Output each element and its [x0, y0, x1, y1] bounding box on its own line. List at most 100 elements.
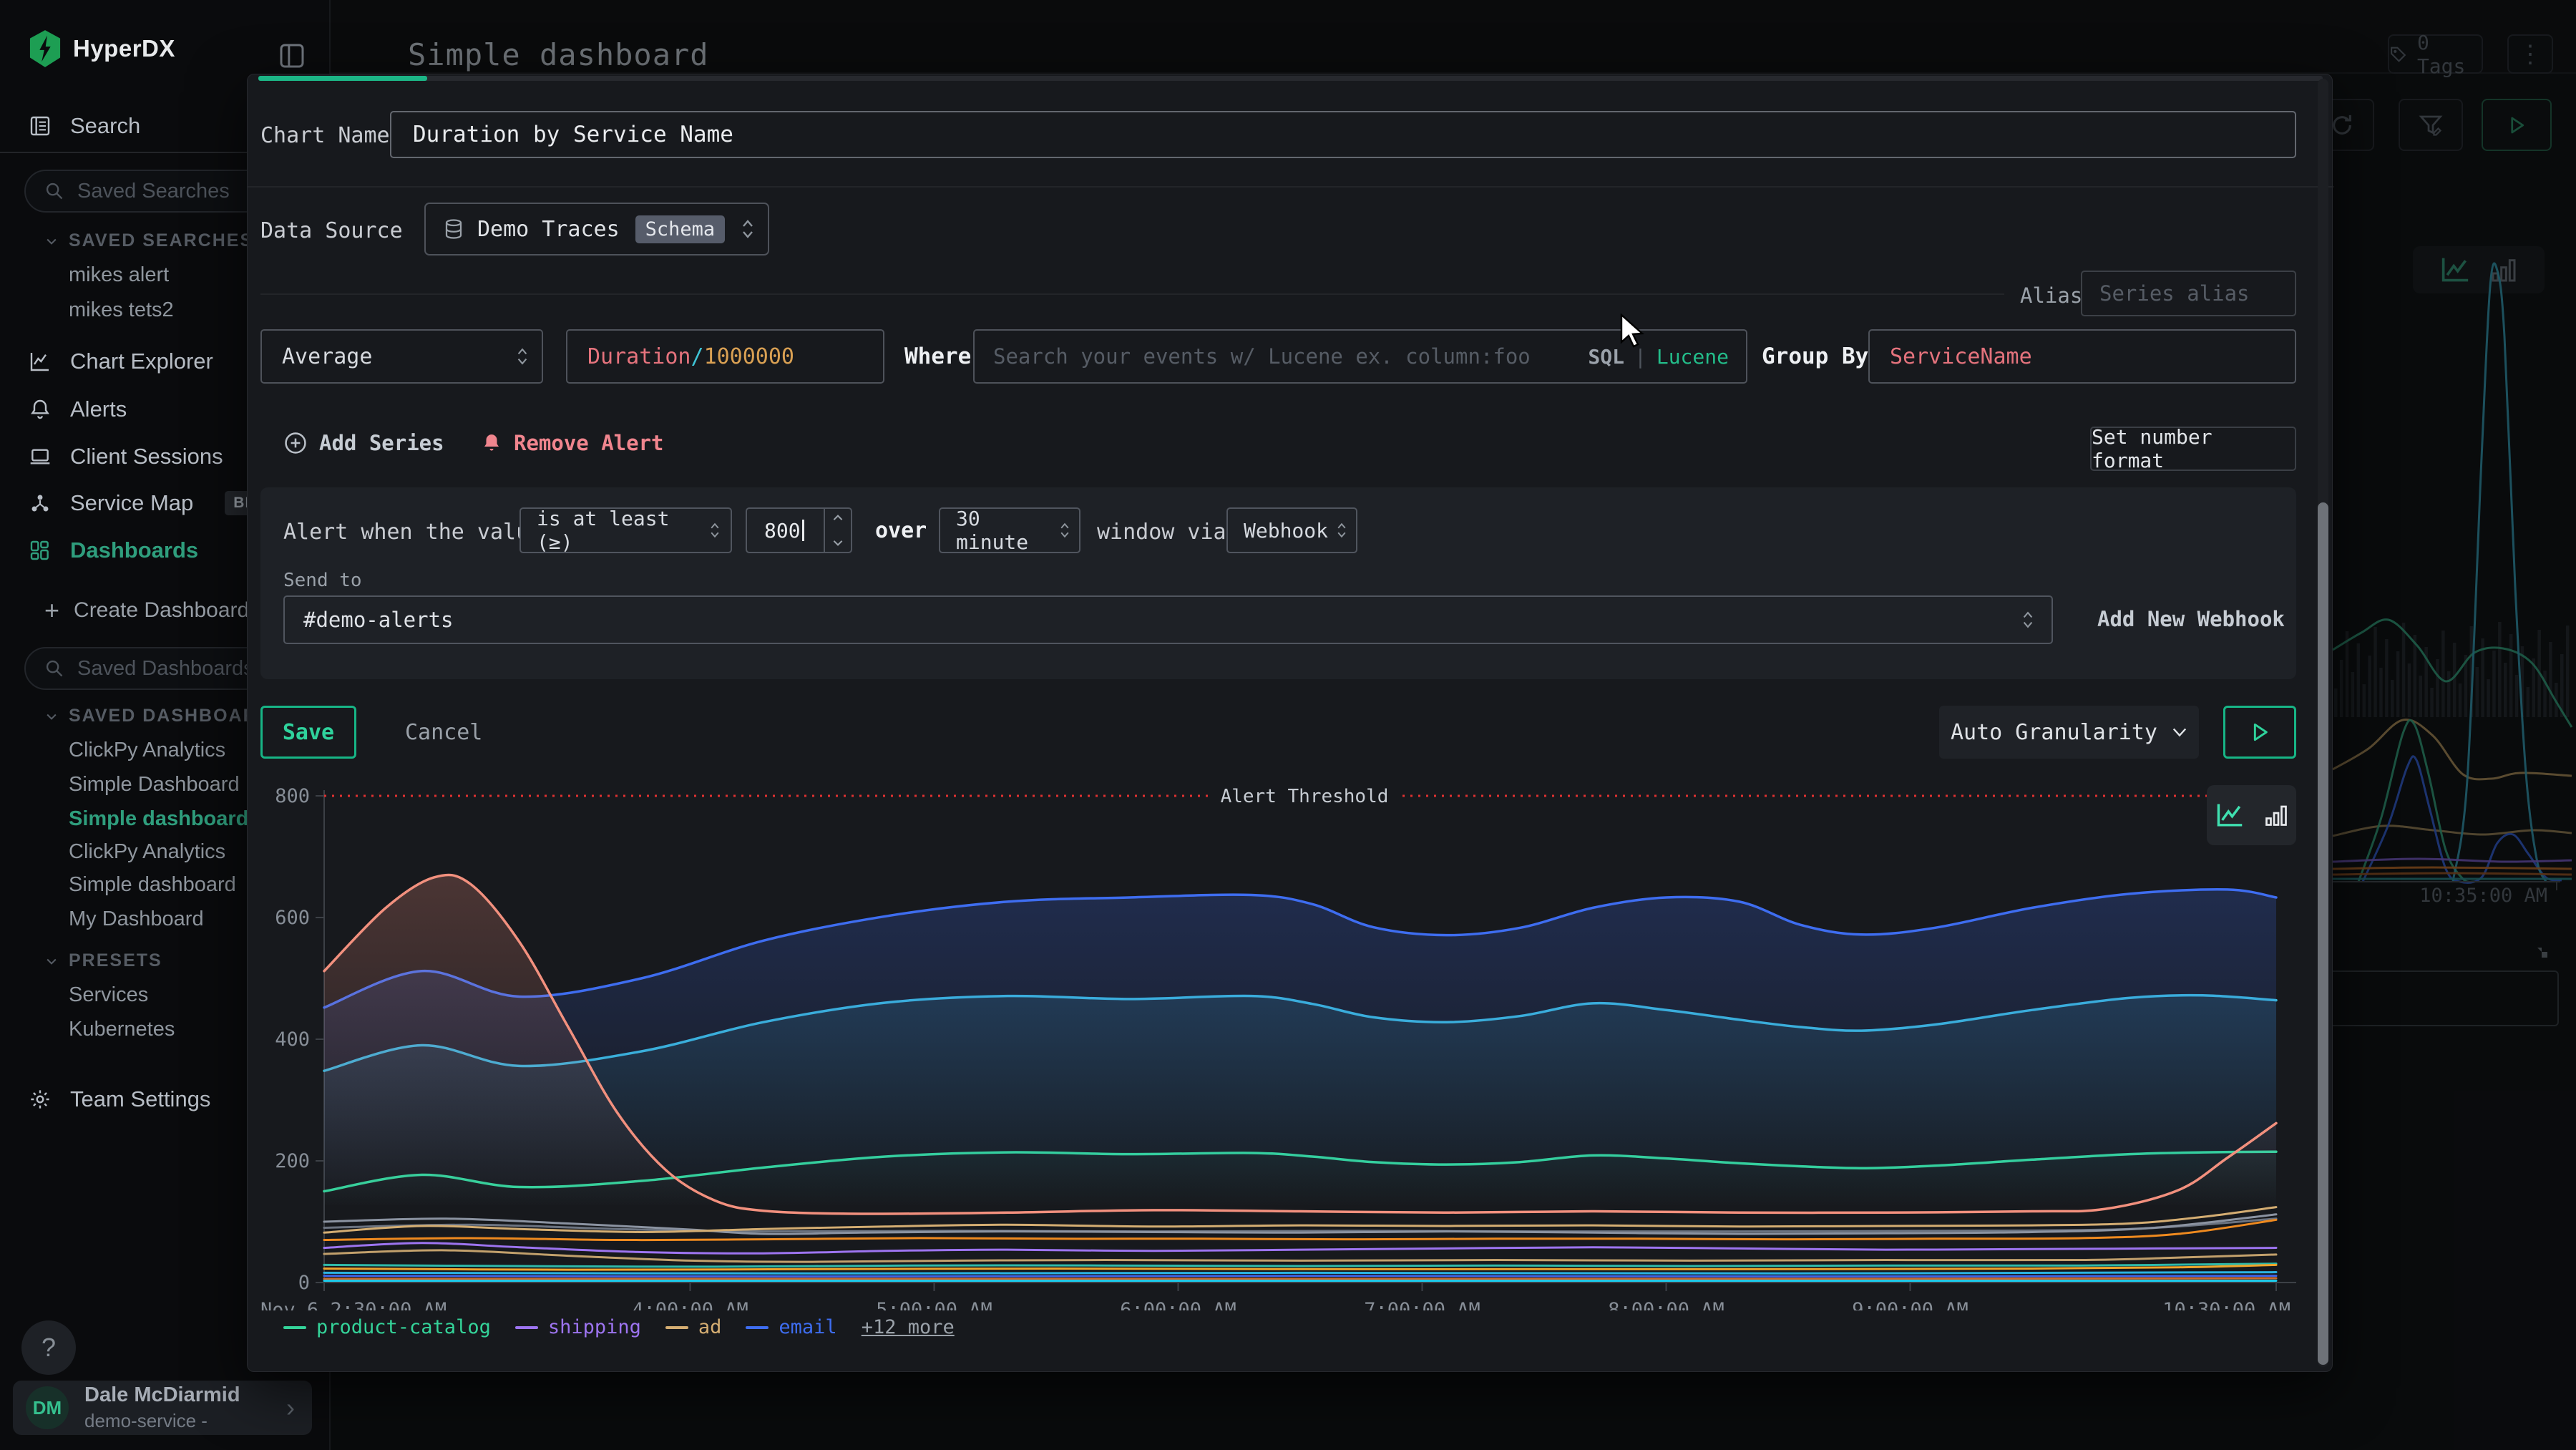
- saved-dashboard-item[interactable]: Simple Dashboard: [69, 773, 240, 797]
- scrollbar-thumb[interactable]: [2318, 502, 2328, 1365]
- field-expression-input[interactable]: Duration/1000000: [566, 329, 884, 384]
- svg-text:800: 800: [275, 785, 310, 807]
- aggregation-select[interactable]: Average: [260, 329, 543, 384]
- line-chart-icon[interactable]: [2215, 802, 2245, 829]
- alert-window-via-label: window via: [1097, 520, 1226, 545]
- field-operator: /: [691, 344, 704, 369]
- send-to-select[interactable]: #demo-alerts: [283, 595, 2053, 644]
- hyperdx-logo-icon: [29, 30, 62, 67]
- saved-dashboard-item[interactable]: Simple dashboard: [69, 873, 236, 897]
- user-card[interactable]: DM Dale McDiarmid demo-service - ›: [13, 1381, 312, 1435]
- number-stepper[interactable]: [824, 509, 851, 552]
- sidebar-item-search[interactable]: Search: [29, 113, 140, 139]
- stepper-up-icon[interactable]: [832, 513, 844, 522]
- where-placeholder: Search your events w/ Lucene ex. column:…: [993, 344, 1531, 369]
- preset-item[interactable]: Services: [69, 983, 148, 1007]
- tab-active-indicator[interactable]: [258, 76, 427, 81]
- chart-name-label: Chart Name: [260, 123, 390, 148]
- svg-text:5:00:00 AM: 5:00:00 AM: [876, 1299, 992, 1310]
- alert-condition-select[interactable]: is at least (≥): [519, 507, 732, 553]
- chevron-updown-icon: [2021, 609, 2034, 631]
- svg-text:400: 400: [275, 1028, 310, 1051]
- app-root: Simple dashboard 0 Tags ⋮ 10:35:00 AM Hy…: [0, 0, 2576, 1450]
- chart-legend: product-catalog shipping ad email +12 mo…: [283, 1316, 955, 1338]
- legend-swatch: [746, 1326, 769, 1329]
- add-series-button[interactable]: Add Series: [283, 431, 444, 455]
- svg-text:200: 200: [275, 1150, 310, 1172]
- send-to-label: Send to: [283, 570, 362, 591]
- legend-item[interactable]: shipping: [515, 1316, 641, 1338]
- mouse-cursor: [1619, 313, 1650, 351]
- schema-badge: Schema: [635, 215, 726, 243]
- field-divisor: 1000000: [704, 344, 794, 369]
- saved-dashboard-item-active[interactable]: Simple dashboard: [69, 807, 248, 831]
- cancel-button[interactable]: Cancel: [405, 720, 482, 745]
- saved-search-item[interactable]: mikes alert: [69, 263, 169, 287]
- legend-item[interactable]: ad: [665, 1316, 722, 1338]
- remove-alert-button[interactable]: Remove Alert: [481, 431, 664, 455]
- svg-text:10:30:00 AM: 10:30:00 AM: [2162, 1299, 2290, 1310]
- legend-more-button[interactable]: +12 more: [862, 1316, 955, 1338]
- chart-explorer-icon: [29, 350, 52, 373]
- save-button[interactable]: Save: [260, 706, 356, 759]
- saved-dashboard-item[interactable]: ClickPy Analytics: [69, 739, 225, 762]
- sidebar-item-chart-explorer[interactable]: Chart Explorer: [29, 349, 213, 374]
- legend-swatch: [283, 1326, 306, 1329]
- svg-text:8:00:00 AM: 8:00:00 AM: [1608, 1299, 1724, 1310]
- modal-scrollbar[interactable]: [2318, 79, 2328, 1367]
- chevron-down-icon: [2172, 726, 2187, 738]
- sidebar-item-dashboards[interactable]: Dashboards: [29, 537, 198, 563]
- set-number-format-button[interactable]: Set number format: [2090, 427, 2296, 471]
- sidebar-collapse-icon[interactable]: [278, 42, 306, 70]
- granularity-select[interactable]: Auto Granularity: [1939, 706, 2199, 759]
- dashboards-icon: [29, 539, 52, 562]
- saved-search-item[interactable]: mikes tets2: [69, 298, 174, 322]
- alert-threshold-input[interactable]: 800: [746, 507, 852, 553]
- sidebar-item-client-sessions[interactable]: Client Sessions: [29, 444, 223, 469]
- saved-dashboard-item[interactable]: ClickPy Analytics: [69, 840, 225, 864]
- legend-item[interactable]: product-catalog: [283, 1316, 491, 1338]
- gear-icon: [29, 1088, 52, 1111]
- preview-chart[interactable]: 0200400600800Nov 6 2:30:00 AM4:00:00 AM5…: [248, 774, 2333, 1310]
- alias-input[interactable]: Series alias: [2081, 271, 2296, 316]
- service-map-icon: [29, 492, 52, 515]
- chevron-down-icon: [44, 234, 59, 248]
- alert-channel-select[interactable]: Webhook: [1226, 507, 1357, 553]
- add-new-webhook-button[interactable]: Add New Webhook: [2097, 607, 2285, 631]
- run-chart-button[interactable]: [2223, 706, 2296, 759]
- chart-editor-modal: Chart Name Duration by Service Name Data…: [247, 74, 2333, 1372]
- saved-searches-header[interactable]: SAVED SEARCHES: [44, 230, 253, 251]
- preset-item[interactable]: Kubernetes: [69, 1018, 175, 1041]
- text-caret: [802, 520, 804, 541]
- app-logo[interactable]: HyperDX: [29, 30, 175, 67]
- sidebar-item-alerts[interactable]: Alerts: [29, 396, 127, 422]
- stepper-down-icon[interactable]: [832, 539, 844, 548]
- sidebar-item-team-settings[interactable]: Team Settings: [29, 1086, 210, 1112]
- alert-prefix-label: Alert when the value: [283, 520, 542, 545]
- svg-text:600: 600: [275, 907, 310, 929]
- user-name: Dale McDiarmid: [84, 1383, 240, 1407]
- presets-header[interactable]: PRESETS: [44, 950, 162, 971]
- bar-chart-icon[interactable]: [2263, 802, 2289, 828]
- database-icon: [443, 218, 464, 240]
- data-source-select[interactable]: Demo Traces Schema: [424, 203, 769, 256]
- saved-dashboard-item[interactable]: My Dashboard: [69, 908, 204, 931]
- create-dashboard-button[interactable]: + Create Dashboard: [44, 595, 249, 626]
- laptop-icon: [29, 445, 52, 468]
- alert-bell-icon: [481, 432, 502, 454]
- chart-type-toggle[interactable]: [2207, 785, 2296, 845]
- legend-item[interactable]: email: [746, 1316, 836, 1338]
- svg-text:Alert Threshold: Alert Threshold: [1221, 786, 1389, 807]
- svg-text:9:00:00 AM: 9:00:00 AM: [1852, 1299, 1968, 1310]
- svg-text:6:00:00 AM: 6:00:00 AM: [1120, 1299, 1236, 1310]
- group-by-input[interactable]: ServiceName: [1868, 329, 2296, 384]
- chart-name-input[interactable]: Duration by Service Name: [390, 111, 2296, 158]
- help-button[interactable]: ?: [21, 1320, 76, 1375]
- chevron-right-icon: ›: [286, 1393, 295, 1423]
- svg-text:4:00:00 AM: 4:00:00 AM: [632, 1299, 748, 1310]
- chevron-updown-icon: [741, 218, 755, 240]
- alert-window-select[interactable]: 30 minute: [939, 507, 1080, 553]
- group-by-label: Group By: [1762, 344, 1868, 369]
- sidebar-item-label: Search: [70, 113, 140, 139]
- lucene-mode-button[interactable]: Lucene: [1657, 345, 1729, 369]
